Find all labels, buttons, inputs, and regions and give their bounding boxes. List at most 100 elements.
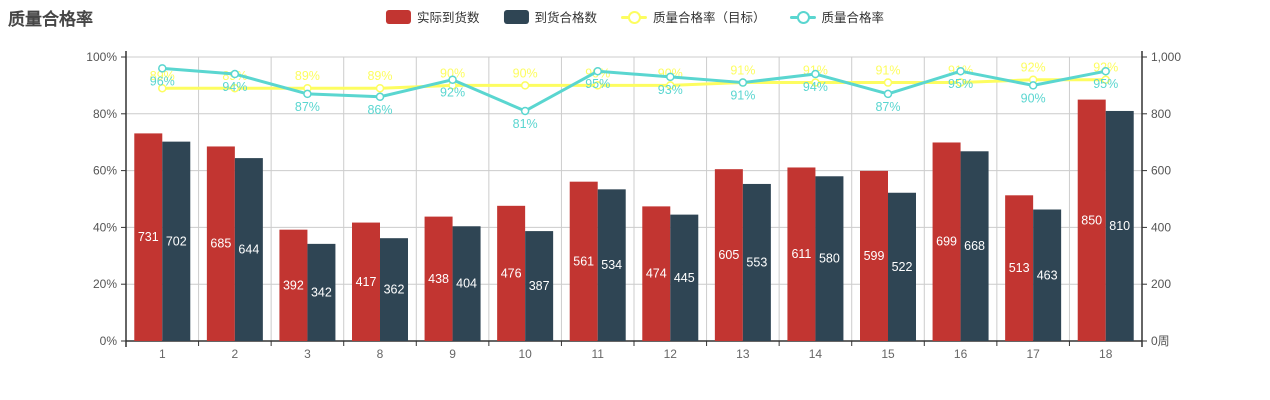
left-axis-tick-label: 40%	[93, 220, 117, 234]
line-pass-rate-point[interactable]	[375, 92, 385, 102]
bar-actual-arrivals[interactable]	[1077, 99, 1106, 341]
line-pass-rate-target-label: 91%	[730, 64, 755, 78]
line-pass-rate-point[interactable]	[1101, 66, 1110, 76]
bar-value-label: 685	[210, 237, 231, 251]
bar-qualified-arrivals[interactable]	[525, 231, 554, 341]
bar-value-label: 387	[529, 279, 550, 293]
x-axis-category-label: 9	[449, 347, 456, 361]
bar-qualified-arrivals[interactable]	[1105, 110, 1134, 342]
legend-line-circle-icon	[789, 10, 816, 24]
bar-actual-arrivals[interactable]	[860, 170, 888, 341]
line-pass-rate-target-point[interactable]	[1101, 75, 1110, 84]
bar-actual-arrivals[interactable]	[642, 206, 671, 341]
bar-actual-arrivals[interactable]	[787, 167, 816, 341]
bar-value-label: 438	[428, 272, 449, 286]
line-pass-rate-target-point[interactable]	[811, 78, 820, 87]
line-pass-rate-point[interactable]	[883, 89, 893, 99]
line-pass-rate-target-point[interactable]	[158, 83, 167, 93]
legend-bar-swatch-icon	[385, 9, 411, 24]
bar-value-label: 513	[1009, 261, 1030, 275]
bar-value-label: 463	[1037, 268, 1058, 282]
legend-item-actual-arrival-count[interactable]: 实际到货数	[385, 7, 480, 26]
bar-qualified-arrivals[interactable]	[307, 243, 336, 341]
x-axis-category-label: 2	[232, 347, 239, 361]
line-pass-rate-point[interactable]	[738, 78, 748, 87]
bar-qualified-arrivals[interactable]	[960, 151, 989, 341]
x-axis-category-label: 16	[954, 347, 968, 361]
line-pass-rate-target-point[interactable]	[956, 78, 965, 87]
bar-qualified-arrivals[interactable]	[452, 226, 481, 341]
bar-qualified-arrivals[interactable]	[888, 192, 916, 341]
line-pass-rate-target-label: 89%	[150, 69, 175, 83]
bar-qualified-arrivals[interactable]	[670, 214, 699, 341]
line-pass-rate-label: 92%	[440, 86, 465, 100]
bar-qualified-arrivals[interactable]	[1033, 209, 1062, 341]
grid-lines	[126, 56, 1142, 341]
bar-actual-arrivals[interactable]	[206, 146, 235, 341]
line-pass-rate-label: 94%	[222, 80, 247, 94]
bar-actual-arrivals[interactable]	[714, 169, 743, 341]
legend-item-qualified-arrival-count[interactable]: 到货合格数	[503, 7, 597, 26]
line-pass-rate-target-point[interactable]	[230, 83, 240, 93]
bar-value-label: 668	[964, 239, 985, 253]
bar-actual-arrivals[interactable]	[932, 142, 961, 341]
line-pass-rate-point[interactable]	[158, 64, 167, 73]
x-axis-category-label: 1	[159, 347, 166, 361]
line-pass-rate-target-label: 91%	[875, 64, 900, 78]
line-pass-rate-label: 86%	[367, 103, 392, 117]
legend-item-pass-rate-target[interactable]: 质量合格率（目标）	[621, 7, 766, 26]
x-axis-category-label: 11	[591, 347, 604, 361]
line-pass-rate-point[interactable]	[230, 69, 240, 79]
bar-qualified-arrivals[interactable]	[815, 176, 844, 341]
line-pass-rate-target-point[interactable]	[883, 78, 893, 87]
bar-actual-arrivals[interactable]	[1005, 195, 1034, 341]
bar-value-label: 605	[718, 248, 739, 262]
legend-item-label: 实际到货数	[416, 11, 480, 25]
line-pass-rate-point[interactable]	[448, 75, 457, 84]
right-axis-tick-label: 600	[1151, 164, 1171, 178]
line-pass-rate-target-label: 92%	[1021, 61, 1046, 75]
bar-qualified-arrivals[interactable]	[162, 141, 191, 341]
line-pass-rate-point[interactable]	[666, 72, 675, 82]
line-pass-rate-point[interactable]	[1028, 81, 1038, 90]
line-pass-rate-point[interactable]	[303, 89, 312, 99]
bar-qualified-arrivals[interactable]	[380, 238, 408, 341]
bar-value-label: 580	[819, 252, 840, 266]
chart-legend: 实际到货数 到货合格数 质量合格率（目标） 质量合格率	[385, 7, 884, 26]
x-axis-category-label: 3	[304, 347, 311, 361]
x-axis-category-label: 14	[809, 347, 823, 361]
line-pass-rate-label: 87%	[295, 100, 320, 114]
x-axis-category-label: 8	[377, 347, 384, 361]
line-pass-rate-target-label: 89%	[295, 69, 320, 83]
line-pass-rate-target-point[interactable]	[593, 81, 602, 90]
line-pass-rate-target-point[interactable]	[520, 81, 530, 90]
line-pass-rate-label: 95%	[585, 77, 610, 91]
line-pass-rate-point[interactable]	[956, 66, 965, 76]
x-axis-category-label: 13	[736, 347, 750, 361]
bar-actual-arrivals[interactable]	[497, 205, 526, 341]
line-pass-rate-target-point[interactable]	[666, 81, 675, 90]
legend-item-pass-rate[interactable]: 质量合格率	[789, 7, 884, 26]
bar-actual-arrivals[interactable]	[352, 222, 380, 341]
line-pass-rate-point[interactable]	[811, 69, 820, 79]
line-pass-rate-target-label: 89%	[367, 69, 392, 83]
line-pass-rate-target-point[interactable]	[375, 83, 385, 93]
x-axis-category-label: 15	[881, 347, 895, 361]
bar-qualified-arrivals[interactable]	[742, 183, 771, 341]
bar-actual-arrivals[interactable]	[279, 229, 308, 341]
bar-actual-arrivals[interactable]	[424, 216, 453, 341]
line-pass-rate-label: 95%	[1093, 77, 1118, 91]
bar-value-label: 611	[791, 247, 811, 261]
right-axis-tick-label: 0周	[1151, 334, 1170, 348]
bar-qualified-arrivals[interactable]	[234, 158, 263, 341]
line-pass-rate-point[interactable]	[520, 106, 530, 116]
bar-value-label: 850	[1081, 213, 1102, 227]
line-pass-rate-point[interactable]	[593, 66, 602, 76]
bar-actual-arrivals[interactable]	[569, 181, 598, 341]
chart-title: 质量合格率	[8, 10, 93, 29]
bar-qualified-arrivals[interactable]	[597, 189, 626, 341]
bar-actual-arrivals[interactable]	[134, 133, 163, 341]
bar-value-label: 644	[238, 243, 259, 257]
